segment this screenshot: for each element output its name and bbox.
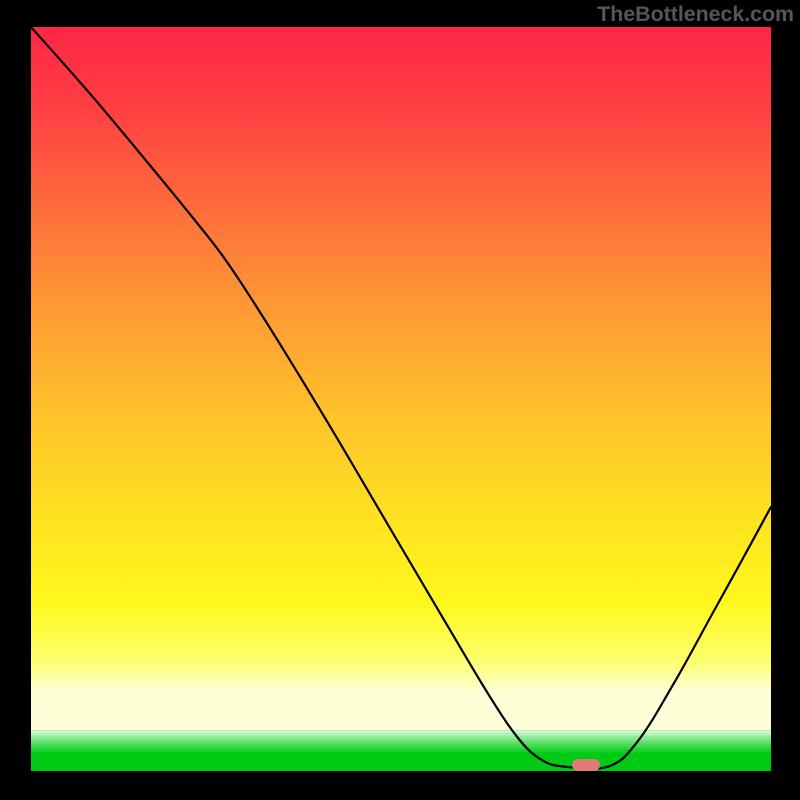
watermark-text: TheBottleneck.com	[597, 2, 794, 27]
figure-root: TheBottleneck.com	[0, 0, 800, 800]
bottleneck-chart	[31, 27, 771, 771]
optimal-marker	[572, 759, 600, 771]
gradient-background	[31, 27, 771, 730]
green-bottom-band	[31, 730, 771, 771]
